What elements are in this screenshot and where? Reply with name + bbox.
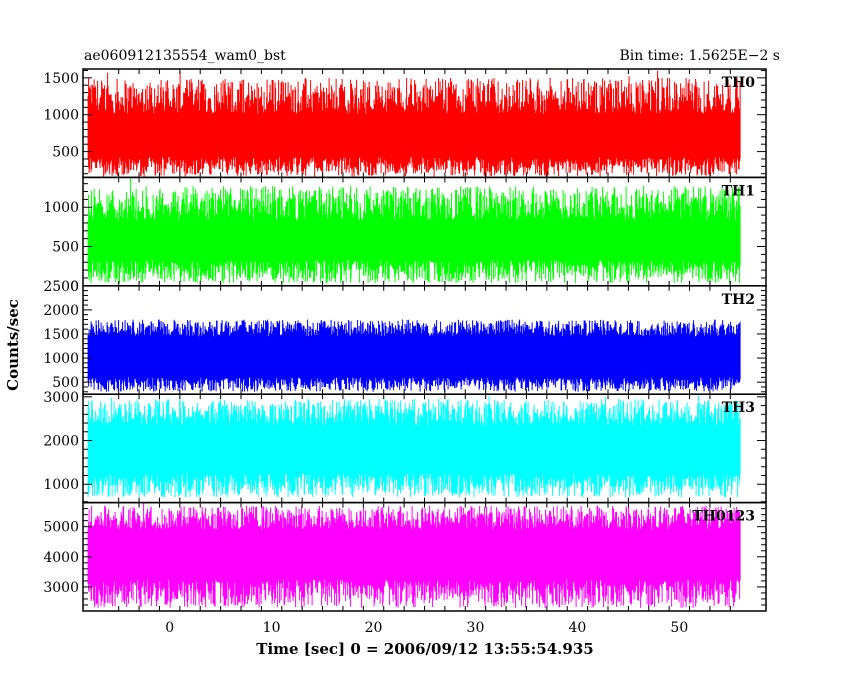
panel-label-th0123: TH0123 (692, 509, 755, 525)
x-tick-label: 10 (263, 620, 281, 636)
y-tick-label: 1500 (43, 327, 79, 343)
x-tick-label: 20 (365, 620, 383, 636)
y-tick-label: 1000 (43, 477, 79, 493)
panel-th3: 1000 2000 3000 TH3 (43, 390, 767, 504)
panel-th2: 500 1000 1500 2000 2500 TH2 (43, 279, 767, 395)
y-tick-label: 4000 (43, 550, 79, 566)
x-tick-label: 0 (165, 620, 174, 636)
series-th0123 (87, 503, 741, 608)
y-tick-label: 500 (52, 145, 79, 161)
y-tick-label: 5000 (43, 520, 79, 536)
series-th0 (87, 70, 741, 177)
chart-title-right: Bin time: 1.5625E−2 s (619, 48, 780, 64)
y-tick-label: 3000 (43, 580, 79, 596)
panel-th0123: 3000 4000 5000 TH0123 (43, 501, 767, 612)
x-axis-title: Time [sec] 0 = 2006/09/12 13:55:54.935 (256, 640, 593, 658)
x-tick-label: 50 (670, 620, 688, 636)
y-tick-label: 2000 (43, 434, 79, 450)
panel-label-th0: TH0 (722, 75, 756, 91)
series-th3 (87, 394, 741, 498)
y-tick-label: 3000 (43, 390, 79, 406)
y-tick-label: 1000 (43, 200, 79, 216)
y-tick-label: 0 (70, 279, 79, 295)
y-tick-label: 2500 (43, 279, 79, 295)
series-th2 (87, 319, 741, 392)
y-tick-label: 1500 (43, 71, 79, 87)
series-th1 (87, 177, 741, 284)
y-tick-label: 500 (52, 240, 79, 256)
y-tick-label: 1000 (43, 108, 79, 124)
panel-label-th3: TH3 (722, 400, 755, 416)
x-tick-label: 30 (467, 620, 485, 636)
panel-label-th1: TH1 (722, 183, 755, 199)
panel-th0: 500 1000 1500 TH0 (43, 68, 767, 179)
x-tick-label: 40 (568, 620, 586, 636)
panel-label-th2: TH2 (722, 292, 755, 308)
y-tick-label: 1000 (43, 351, 79, 367)
chart-title-left: ae060912135554_wam0_bst (84, 48, 286, 64)
y-tick-label: 2000 (43, 303, 79, 319)
y-axis-title: Counts/sec (4, 299, 22, 391)
y-tick-label: 500 (52, 375, 79, 391)
panel-th1: 0 500 1000 TH1 (43, 176, 767, 295)
